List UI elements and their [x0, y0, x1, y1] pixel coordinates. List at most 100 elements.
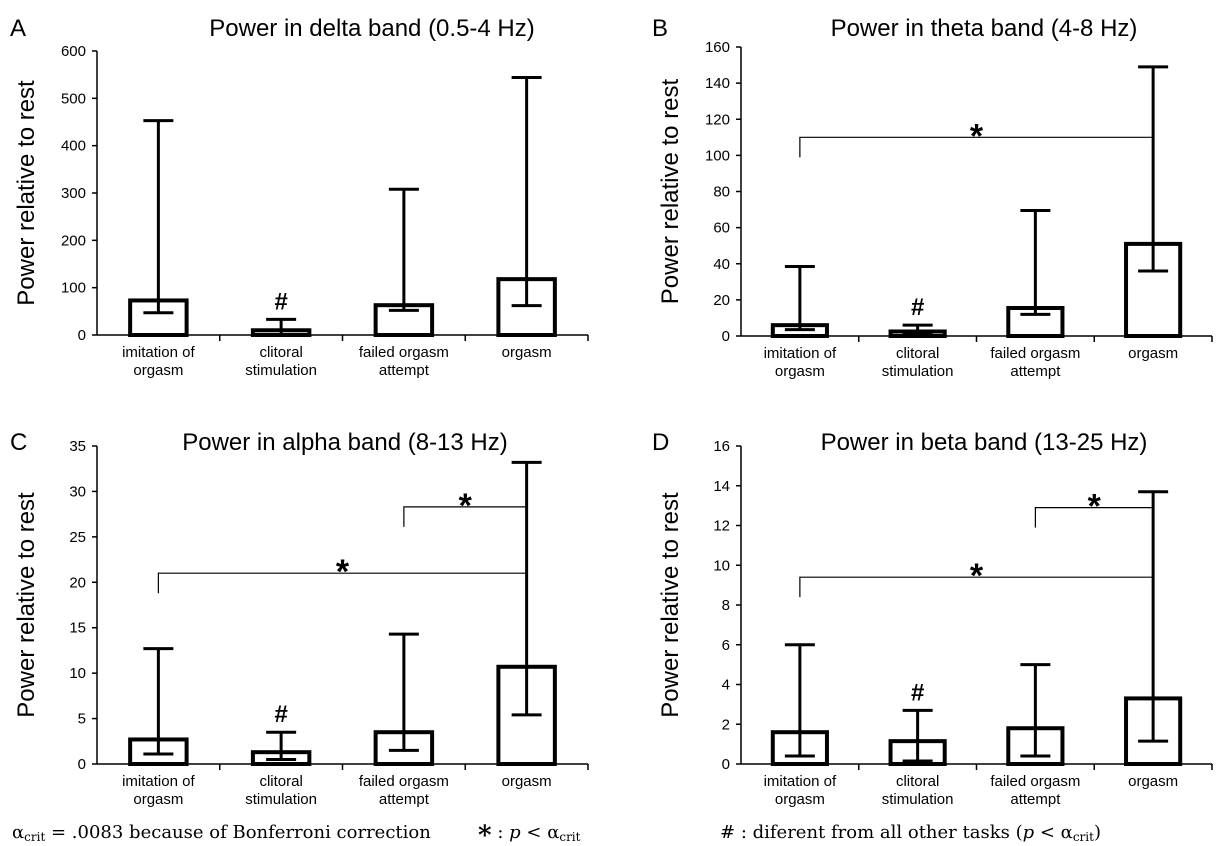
category-label: orgasm: [775, 791, 825, 808]
alpha-sub-3: crit: [1073, 830, 1094, 844]
category-label: orgasm: [133, 362, 183, 379]
y-axis-label: Power relative to rest: [13, 80, 40, 306]
category-label: imitation of: [764, 773, 837, 790]
panel-label: D: [652, 429, 669, 456]
y-tick-label: 400: [61, 138, 86, 155]
y-tick-label: 0: [78, 756, 86, 773]
y-tick-label: 20: [713, 292, 730, 309]
hash-marker: #: [274, 288, 287, 315]
y-tick-label: 120: [705, 111, 730, 128]
category-label: clitoral: [259, 773, 302, 790]
category-label: failed orgasm: [359, 344, 449, 361]
significance-bracket-1: [403, 506, 528, 527]
panel-label: A: [10, 15, 26, 42]
chart-title: Power in alpha band (8-13 Hz): [182, 429, 508, 456]
p-symbol-3: p: [1023, 822, 1035, 843]
alpha-sub: crit: [24, 830, 45, 844]
category-label: failed orgasm: [990, 345, 1080, 362]
y-tick-label: 25: [69, 529, 86, 546]
category-label: imitation of: [764, 345, 837, 362]
y-axis-label: Power relative to rest: [657, 492, 684, 718]
y-tick-label: 8: [722, 597, 730, 614]
y-tick-label: 40: [713, 256, 730, 273]
bonferroni-text: = .0083 because of Bonferroni correction: [45, 822, 431, 843]
y-tick-label: 80: [713, 184, 730, 201]
category-label: stimulation: [245, 791, 317, 808]
hash-text: : diferent from all other tasks (: [735, 822, 1023, 843]
y-tick-label: 100: [61, 280, 86, 297]
y-tick-label: 10: [69, 665, 86, 682]
y-tick-label: 0: [78, 327, 86, 344]
y-tick-label: 300: [61, 185, 86, 202]
footnote-bonferroni: αcrit = .0083 because of Bonferroni corr…: [12, 822, 431, 844]
chart-panel-d: D Power in beta band (13-25 Hz) Power rela…: [652, 429, 1213, 808]
category-label: orgasm: [133, 791, 183, 808]
y-tick-label: 20: [69, 574, 86, 591]
chart-title: Power in theta band (4-8 Hz): [831, 15, 1138, 42]
chart-panel-b: B Power in theta band (4-8 Hz) Power relat…: [652, 15, 1213, 380]
significance-star: *: [970, 117, 984, 155]
y-tick-label: 2: [722, 716, 730, 733]
chart-title: Power in delta band (0.5-4 Hz): [209, 15, 535, 42]
chart-panel-c: C Power in alpha band (8-13 Hz) Power rela…: [10, 429, 589, 808]
y-tick-label: 10: [713, 557, 730, 574]
category-label: stimulation: [245, 362, 317, 379]
y-tick-label: 0: [722, 756, 730, 773]
significance-star: *: [1088, 488, 1102, 526]
category-label: orgasm: [1128, 345, 1178, 362]
chart-panel-a: A Power in delta band (0.5-4 Hz) Power rel…: [10, 15, 589, 379]
footnote-hash: # : diferent from all other tasks (p < α…: [720, 822, 1101, 844]
hash-symbol: #: [720, 822, 735, 843]
significance-bracket-0: [799, 576, 1154, 598]
category-label: failed orgasm: [990, 773, 1080, 790]
category-label: clitoral: [896, 773, 939, 790]
panels: A Power in delta band (0.5-4 Hz) Power rel…: [10, 15, 1213, 808]
y-tick-label: 16: [713, 438, 730, 455]
significance-star: *: [336, 553, 350, 591]
hash-marker: #: [911, 679, 924, 706]
y-axis-label: Power relative to rest: [657, 78, 684, 304]
alpha-symbol: α: [12, 822, 24, 843]
significance-bracket-0: [799, 136, 1154, 158]
panel-label: C: [10, 429, 27, 456]
y-tick-label: 4: [722, 677, 730, 694]
significance-bracket-1: [1034, 507, 1154, 528]
y-tick-label: 200: [61, 232, 86, 249]
significance-star: *: [459, 487, 473, 525]
category-label: imitation of: [122, 773, 195, 790]
bar-0: [128, 298, 189, 337]
significance-bracket-0: [157, 572, 528, 594]
y-tick-label: 12: [713, 518, 730, 535]
lt-text-3: <: [1034, 822, 1061, 843]
y-tick-label: 5: [78, 711, 86, 728]
chart-title: Power in beta band (13-25 Hz): [821, 429, 1148, 456]
y-tick-label: 160: [705, 39, 730, 56]
hash-marker: #: [274, 701, 287, 728]
category-label: orgasm: [1128, 773, 1178, 790]
y-tick-label: 600: [61, 43, 86, 60]
alpha-symbol-2: α: [547, 822, 559, 843]
category-label: orgasm: [502, 773, 552, 790]
category-label: orgasm: [502, 344, 552, 361]
y-tick-label: 0: [722, 328, 730, 345]
y-tick-label: 500: [61, 90, 86, 107]
category-label: attempt: [1010, 363, 1061, 380]
category-label: clitoral: [896, 345, 939, 362]
y-axis-label: Power relative to rest: [13, 492, 40, 718]
y-tick-label: 14: [713, 478, 730, 495]
hash-marker: #: [911, 294, 924, 321]
category-label: stimulation: [882, 791, 954, 808]
footnote-star: * : p < αcrit: [478, 821, 581, 846]
y-tick-label: 140: [705, 75, 730, 92]
hash-close: ): [1094, 822, 1101, 843]
star-symbol: *: [478, 821, 492, 846]
footnotes: αcrit = .0083 because of Bonferroni corr…: [12, 821, 1101, 846]
lt-text: <: [521, 822, 548, 843]
significance-star: *: [970, 557, 984, 595]
y-tick-label: 35: [69, 438, 86, 455]
category-label: clitoral: [259, 344, 302, 361]
y-tick-label: 6: [722, 637, 730, 654]
category-label: failed orgasm: [359, 773, 449, 790]
category-label: attempt: [1010, 791, 1061, 808]
